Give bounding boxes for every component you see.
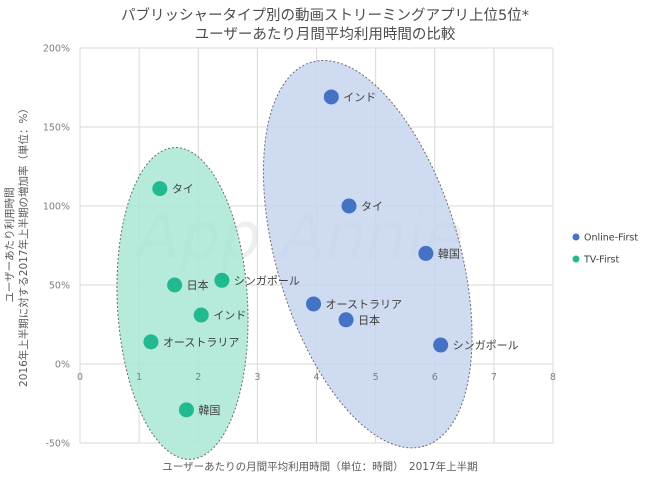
data-point-label: 日本 [187,278,209,292]
x-axis-ticks: 0 1 2 3 4 5 6 7 8 [77,372,556,383]
data-point-label: 日本 [358,313,380,327]
data-point-label: タイ [361,200,383,213]
data-points [143,89,449,418]
x-tick-label: 2 [195,372,201,383]
data-point [433,337,449,353]
x-tick-label: 6 [432,372,438,383]
data-point-label: シンガポール [234,274,300,287]
data-labels: インドタイ韓国オーストラリア日本シンガポールタイシンガポール日本インドオーストラ… [163,91,519,417]
legend: Online-First TV-First [572,233,638,266]
y-axis-label-line: 2016年上半期に対する2017年上半期の増加率（単位：%） [17,103,30,387]
x-tick-label: 3 [254,372,260,383]
chart-title: パブリッシャータイプ別の動画ストリーミングアプリ上位5位*ユーザーあたり月間平均… [121,6,529,43]
y-axis-label-line: ユーザーあたり利用時間 [4,187,16,302]
chart-title-line: パブリッシャータイプ別の動画ストリーミングアプリ上位5位* [121,6,529,24]
data-point-label: オーストラリア [163,336,239,349]
cluster-region-online-first [262,60,473,449]
data-point [167,277,183,293]
x-axis-label: ユーザーあたりの月間平均利用時間（単位：時間） 2017年上半期 [162,460,477,473]
x-tick-label: 7 [491,372,497,383]
data-point [143,334,159,350]
data-point [306,296,322,312]
data-point-label: タイ [172,183,194,196]
axis-labels: ユーザーあたりの月間平均利用時間（単位：時間） 2017年上半期 ユーザーあたり利… [4,103,478,473]
data-point [178,402,194,418]
data-point-label: インド [343,91,376,104]
data-point-label: インド [213,309,246,322]
x-tick-label: 0 [77,372,83,383]
legend-entry: Online-First [584,233,638,244]
y-tick-label: 50% [49,281,70,292]
data-point [214,272,230,288]
x-tick-label: 1 [136,372,142,383]
data-point [152,181,168,197]
legend-entry: TV-First [583,255,619,266]
data-point [323,89,339,105]
cluster-region-tv-first [116,147,249,460]
chart-title-line: ユーザーあたり月間平均利用時間の比較 [195,25,456,43]
data-point-label: 韓国 [198,404,220,417]
data-point-label: オーストラリア [326,298,402,311]
y-tick-label: -50% [45,439,70,450]
legend-marker [572,255,580,263]
data-point [193,307,209,323]
legend-marker [572,233,580,241]
data-point [418,245,434,261]
y-tick-label: 200% [43,44,70,55]
data-point [338,312,354,328]
x-tick-label: 4 [313,372,319,383]
data-point-label: シンガポール [453,339,519,352]
cluster-regions [116,60,473,460]
x-tick-label: 8 [550,372,556,383]
x-tick-label: 5 [373,372,379,383]
data-point-label: 韓国 [438,247,460,260]
data-point [341,198,357,214]
y-tick-label: 0% [55,360,70,371]
y-axis-ticks: -50% 0% 50% 100% 150% 200% [43,44,70,450]
y-tick-label: 100% [43,202,70,213]
y-tick-label: 150% [43,123,70,134]
